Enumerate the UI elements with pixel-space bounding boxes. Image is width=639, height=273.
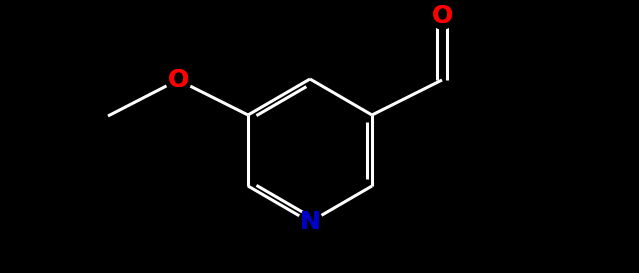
Text: O: O: [167, 68, 189, 92]
Text: O: O: [431, 4, 452, 28]
Text: N: N: [300, 210, 320, 234]
Text: N: N: [300, 210, 320, 234]
Text: O: O: [167, 68, 189, 92]
Text: O: O: [431, 4, 452, 28]
